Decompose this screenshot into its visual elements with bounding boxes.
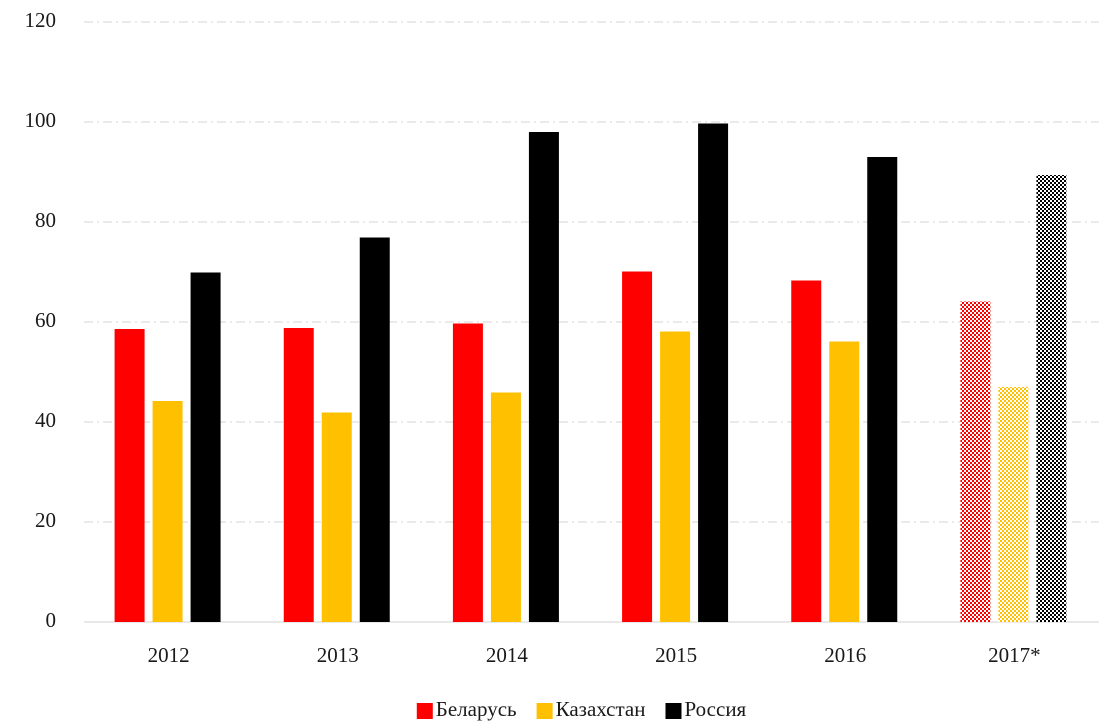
x-tick-label: 2012 <box>148 643 190 667</box>
legend-swatch <box>536 703 553 719</box>
y-tick-label: 40 <box>35 408 56 432</box>
x-tick-label: 2013 <box>317 643 359 667</box>
y-tick-label: 80 <box>35 208 56 232</box>
bar <box>190 272 221 622</box>
x-tick-label: 2015 <box>655 643 697 667</box>
bar <box>867 157 898 622</box>
bar <box>998 387 1029 622</box>
x-tick-label: 2014 <box>486 643 529 667</box>
bar <box>152 401 183 622</box>
bar <box>452 323 483 622</box>
bar <box>114 329 145 622</box>
legend-label: Беларусь <box>436 697 517 721</box>
bar <box>622 271 653 622</box>
bar <box>698 123 729 622</box>
y-tick-label: 100 <box>25 108 57 132</box>
y-tick-label: 0 <box>46 608 57 632</box>
bar <box>528 132 559 622</box>
bar <box>490 392 521 622</box>
x-tick-label: 2017* <box>988 643 1041 667</box>
bar <box>791 280 822 622</box>
y-tick-label: 120 <box>25 8 57 32</box>
bar <box>359 237 390 622</box>
legend-label: Россия <box>684 697 746 721</box>
y-tick-label: 60 <box>35 308 56 332</box>
bar <box>1036 175 1067 622</box>
legend-swatch <box>665 703 682 719</box>
bar <box>829 341 860 622</box>
legend-label: Казахстан <box>556 697 646 721</box>
bar <box>321 412 352 622</box>
bar <box>960 301 991 622</box>
bar <box>660 331 691 622</box>
bar <box>283 328 314 622</box>
y-tick-label: 20 <box>35 508 56 532</box>
legend: Беларусь Казахстан Россия <box>416 697 747 721</box>
x-tick-label: 2016 <box>824 643 866 667</box>
legend-swatch <box>416 703 433 719</box>
